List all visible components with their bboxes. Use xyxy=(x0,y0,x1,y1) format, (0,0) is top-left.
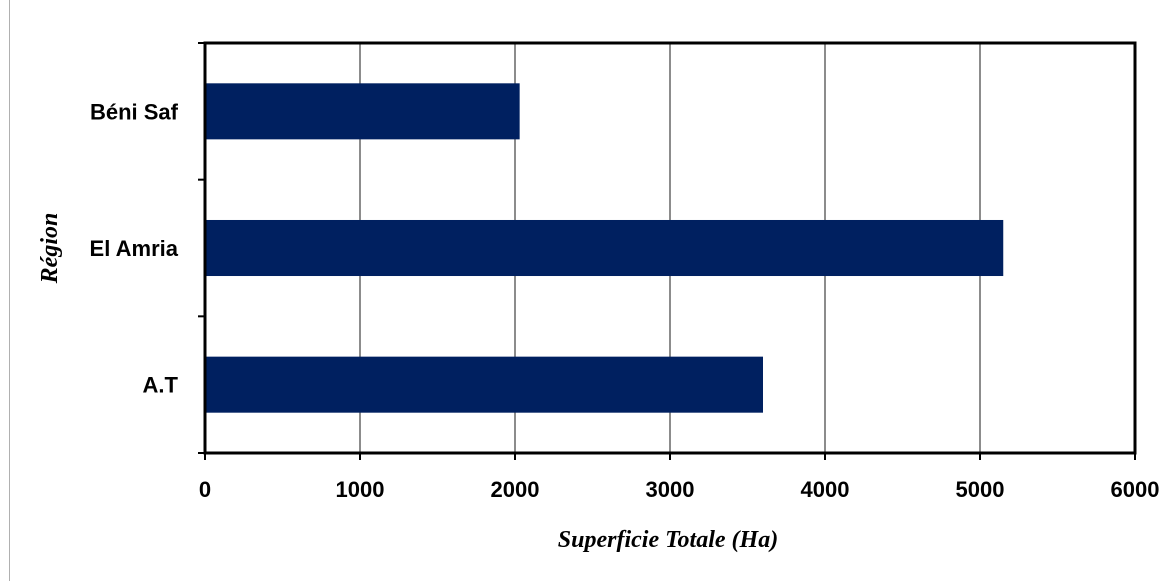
bar xyxy=(205,356,763,413)
bars xyxy=(205,83,1004,413)
x-tick-label: 3000 xyxy=(646,477,695,502)
page-left-border xyxy=(9,0,10,581)
category-labels: Béni Saf El Amria A.T xyxy=(90,99,179,397)
axis-ticks xyxy=(198,42,1136,460)
x-tick-label: 1000 xyxy=(336,477,385,502)
x-tick-label: 6000 xyxy=(1111,477,1160,502)
y-axis-title: Région xyxy=(37,213,63,285)
x-tick-labels: 0 1000 2000 3000 4000 5000 6000 xyxy=(199,477,1160,502)
x-tick-label: 2000 xyxy=(491,477,540,502)
x-tick-label: 0 xyxy=(199,477,211,502)
x-tick-label: 5000 xyxy=(956,477,1005,502)
x-tick-label: 4000 xyxy=(801,477,850,502)
x-axis-title: Superficie Totale (Ha) xyxy=(558,527,778,553)
bar xyxy=(205,83,520,140)
category-label: Béni Saf xyxy=(90,99,179,124)
bar xyxy=(205,219,1004,277)
category-label: A.T xyxy=(143,373,179,398)
category-label: El Amria xyxy=(90,236,179,261)
